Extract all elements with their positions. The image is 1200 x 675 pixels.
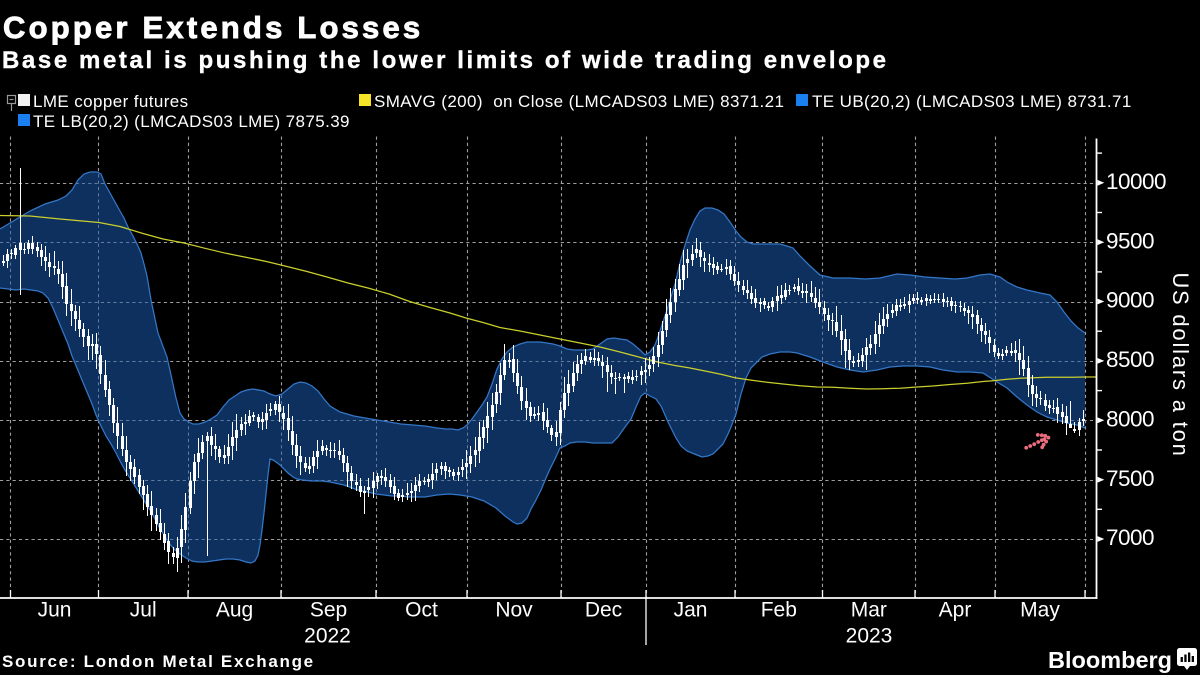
svg-text:9500: 9500	[1106, 228, 1154, 253]
svg-text:2022: 2022	[304, 625, 351, 648]
svg-text:Mar: Mar	[851, 599, 887, 622]
svg-text:Jun: Jun	[38, 599, 72, 622]
svg-text:2023: 2023	[846, 625, 893, 648]
svg-text:Jul: Jul	[130, 599, 157, 622]
svg-text:7000: 7000	[1106, 525, 1154, 550]
svg-text:Dec: Dec	[585, 599, 622, 622]
svg-text:7500: 7500	[1106, 466, 1154, 491]
svg-text:Nov: Nov	[495, 599, 533, 622]
svg-text:Oct: Oct	[405, 599, 438, 622]
svg-text:Aug: Aug	[216, 599, 253, 622]
svg-text:Sep: Sep	[310, 599, 347, 622]
svg-text:May: May	[1020, 599, 1060, 622]
svg-text:10000: 10000	[1106, 169, 1166, 194]
svg-text:US dollars a ton: US dollars a ton	[1168, 272, 1193, 457]
svg-text:9000: 9000	[1106, 288, 1154, 313]
svg-text:Feb: Feb	[761, 599, 797, 622]
svg-text:8000: 8000	[1106, 407, 1154, 432]
svg-text:8500: 8500	[1106, 347, 1154, 372]
svg-text:Apr: Apr	[939, 599, 972, 622]
svg-text:Jan: Jan	[674, 599, 708, 622]
